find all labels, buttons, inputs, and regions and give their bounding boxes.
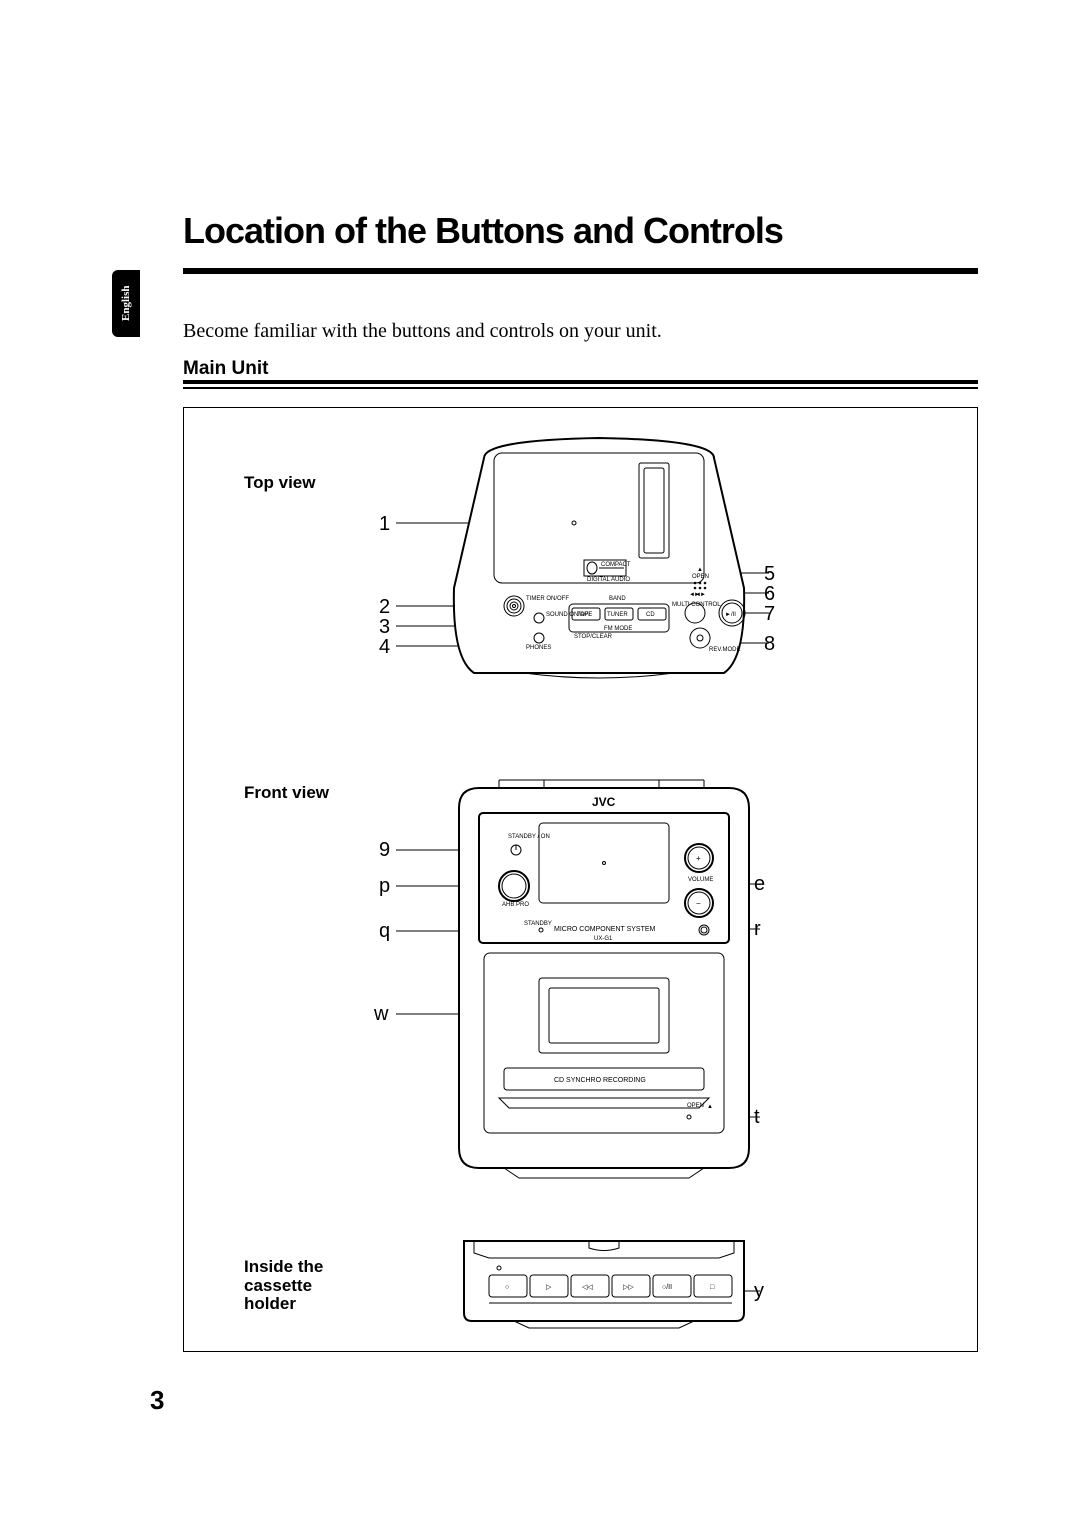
top-view-diagram: COMPACT DIGITAL AUDIO ▲ OPEN TIMER ON/OF… [444,428,934,683]
timer-onoff-label: TIMER ON/OFF [526,596,569,602]
diagram-frame: Top view 1 2 3 4 5 6 7 8 [183,407,978,1352]
band-label: BAND [609,596,626,602]
cd-logo-digaudio: DIGITAL AUDIO [587,577,630,583]
callout-1: 1 [379,513,390,536]
page-number: 3 [150,1385,164,1416]
open-label: OPEN [692,574,709,580]
cass-btn-1: ▷ [546,1284,552,1291]
front-view-diagram: JVC STANDBY / ON AHB PRO + VOLUME − STAN… [444,758,934,1188]
cd-logo-compact: COMPACT [601,562,631,568]
fmmode-label: FM MODE [604,626,632,632]
volminus: − [696,899,701,908]
cass-btn-3: ▷▷ [623,1284,634,1291]
title-rule [183,268,978,274]
play-label: ►/II [725,612,736,618]
language-tab: English [112,270,140,337]
callout-p: p [379,875,390,898]
cassette-diagram: ○ ▷ ◁◁ ▷▷ ○/II □ [444,1233,934,1333]
intro-text: Become familiar with the buttons and con… [183,320,662,343]
callout-9: 9 [379,839,390,862]
standby-label: STANDBY [524,921,552,927]
standby-on-label1: STANDBY / ON [508,834,550,840]
cdsync-label: CD SYNCHRO RECORDING [554,1077,646,1084]
label-cassette: Inside the cassette holder [244,1258,364,1314]
open2-label: OPEN [687,1103,704,1109]
volplus: + [696,854,701,863]
cass-btn-0: ○ [505,1284,509,1291]
callout-w: w [374,1003,388,1026]
ahbpro-label: AHB PRO [502,902,529,908]
cd-label: CD [646,612,655,618]
micro-label: MICRO COMPONENT SYSTEM [554,926,656,933]
cass-btn-2: ◁◁ [582,1284,593,1291]
subhead: Main Unit [183,358,269,380]
phones-label: PHONES [526,645,551,651]
tape-label: TAPE [577,612,592,618]
tuner-label: TUNER [607,612,628,618]
volume-label: VOLUME [688,877,713,883]
label-front-view: Front view [244,783,329,803]
subhead-rule-1 [183,380,978,384]
callout-4: 4 [379,636,390,659]
stop-label: STOP/CLEAR [574,634,613,640]
open2-tri: ▲ [707,1104,713,1110]
skipfwd-label: ►► [694,592,706,598]
model-label: UX-G1 [594,936,613,942]
callout-q: q [379,920,390,943]
open-icon-tri: ▲ [697,567,703,573]
subhead-rule-2 [183,387,978,389]
jvc-logo: JVC [592,795,616,809]
page-title: Location of the Buttons and Controls [183,210,783,252]
cass-btn-4: ○/II [662,1284,672,1291]
label-top-view: Top view [244,473,315,493]
revmode-label: REV.MODE [709,647,740,653]
